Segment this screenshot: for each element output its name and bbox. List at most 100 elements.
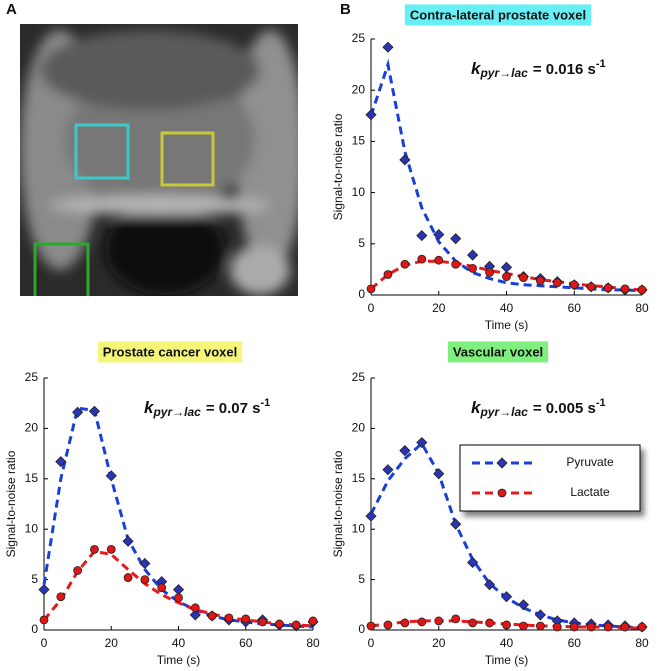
marker (241, 614, 251, 624)
annotation-exponent: -1 (260, 397, 270, 409)
marker (172, 584, 185, 596)
annotation: kpyr→lac = 0.016 s-1 (471, 58, 606, 80)
mri-image (20, 24, 298, 296)
marker (90, 544, 99, 554)
x-tick-label: 40 (500, 301, 514, 315)
y-axis-label: Signal-to-noise ratio (331, 450, 345, 557)
marker (105, 470, 117, 482)
marker (552, 278, 562, 288)
marker (308, 616, 318, 626)
marker (400, 259, 410, 269)
annotation-subscript: pyr→lac (479, 66, 528, 80)
marker (535, 621, 545, 631)
marker (140, 575, 150, 584)
y-tick-label: 5 (31, 572, 38, 586)
marker (586, 622, 596, 632)
marker (569, 280, 579, 290)
legend-label: Pyruvate (566, 455, 614, 469)
marker (497, 488, 507, 498)
y-tick-label: 20 (25, 421, 39, 435)
title-box (404, 4, 592, 26)
annotation: kpyr→lac = 0.07 s-1 (144, 397, 270, 419)
annotation-symbol: k (471, 398, 482, 417)
y-tick-label: 15 (352, 134, 366, 148)
marker (637, 285, 647, 295)
marker (55, 456, 67, 468)
marker (190, 603, 200, 613)
marker (519, 621, 528, 631)
y-tick-label: 25 (352, 31, 366, 45)
marker (485, 618, 494, 628)
marker (382, 41, 394, 53)
y-tick-label: 10 (352, 521, 366, 535)
x-tick-label: 20 (105, 636, 119, 650)
annotation-value: = 0.005 s (533, 400, 596, 417)
title-box (447, 341, 549, 363)
marker (620, 622, 630, 632)
marker (451, 614, 461, 624)
annotation-exponent: -1 (596, 397, 606, 409)
panel-label: A (6, 1, 17, 18)
marker (483, 579, 496, 591)
marker (207, 611, 217, 621)
y-tick-label: 20 (352, 82, 366, 96)
chart-title: Contra-lateral prostate voxel (410, 7, 586, 22)
y-tick-label: 0 (358, 622, 365, 636)
marker (451, 259, 461, 269)
marker (417, 254, 427, 264)
x-tick-label: 80 (306, 636, 320, 650)
y-tick-label: 0 (358, 287, 365, 301)
annotation-subscript: pyr→lac (152, 405, 201, 419)
marker (258, 617, 267, 627)
marker (174, 593, 183, 603)
chart-title: Prostate cancer voxel (103, 344, 237, 359)
x-tick-label: 0 (368, 636, 375, 650)
marker (224, 613, 234, 623)
marker (586, 282, 596, 292)
marker (139, 557, 151, 570)
annotation: kpyr→lac = 0.005 s-1 (471, 397, 606, 419)
marker (517, 599, 530, 611)
marker (365, 109, 377, 121)
annotation-exponent: -1 (596, 58, 606, 70)
y-tick-label: 25 (25, 370, 39, 384)
x-axis-label: Time (s) (485, 653, 529, 667)
y-tick-label: 5 (358, 236, 365, 250)
marker (416, 230, 428, 242)
marker (56, 592, 66, 602)
marker (569, 622, 579, 632)
x-axis-label: Time (s) (157, 653, 201, 667)
marker (399, 445, 411, 457)
y-tick-label: 15 (25, 471, 39, 485)
y-tick-label: 25 (352, 370, 366, 384)
panel-label: B (340, 1, 351, 18)
x-tick-label: 0 (368, 301, 375, 315)
marker (467, 556, 479, 569)
x-tick-label: 40 (500, 636, 514, 650)
y-axis-label: Signal-to-noise ratio (4, 450, 18, 557)
marker (500, 591, 513, 603)
x-tick-label: 20 (432, 636, 446, 650)
x-axis-label: Time (s) (485, 318, 529, 332)
marker (383, 270, 393, 279)
x-tick-label: 60 (568, 301, 582, 315)
marker (416, 436, 428, 449)
marker (399, 154, 411, 166)
x-tick-label: 0 (41, 636, 48, 650)
marker (157, 583, 167, 593)
x-tick-label: 80 (635, 301, 649, 315)
marker (500, 261, 513, 273)
x-tick-label: 60 (568, 636, 582, 650)
marker (189, 609, 201, 621)
marker (122, 535, 134, 547)
marker (468, 263, 478, 273)
marker (620, 284, 630, 294)
marker (106, 544, 116, 554)
marker (496, 457, 508, 469)
y-tick-label: 10 (352, 185, 366, 199)
y-tick-label: 15 (352, 471, 366, 485)
title-box (97, 341, 243, 363)
marker (383, 620, 393, 630)
marker (400, 618, 410, 628)
x-tick-label: 20 (432, 301, 446, 315)
